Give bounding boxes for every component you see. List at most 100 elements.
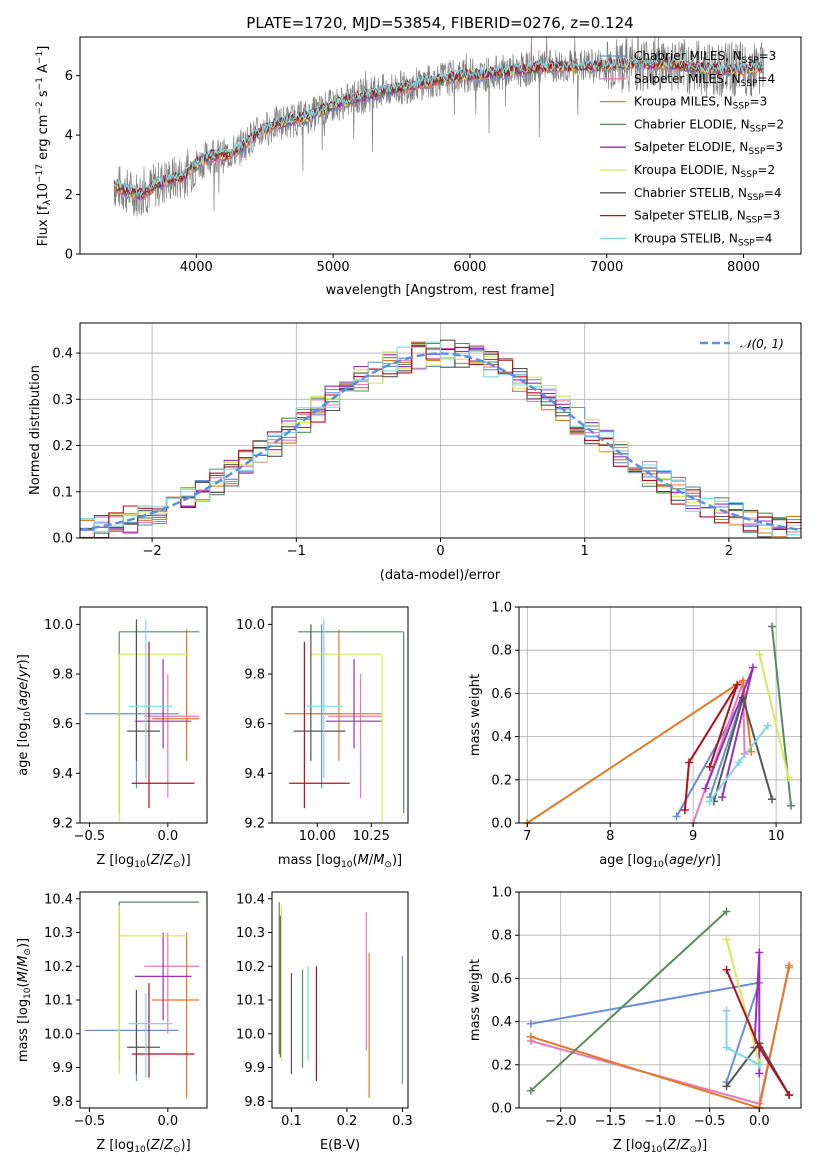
p3-ytick-label: 10.0: [44, 618, 73, 633]
p5-point-marker: [705, 762, 714, 771]
p1-xtick-label: 7000: [590, 260, 623, 275]
p5-point-marker: [705, 797, 714, 806]
p2-xtick-label: −2: [143, 544, 162, 559]
p1-xtick-label: 6000: [453, 260, 486, 275]
p8-xtick-label: 0.0: [749, 1114, 770, 1129]
p2-xtick-label: 2: [725, 544, 733, 559]
p5-point-marker: [701, 784, 710, 793]
p8-point-marker: [526, 1086, 535, 1095]
p3-ytick-label: 9.4: [52, 767, 73, 782]
p4-ytick-label: 9.8: [244, 668, 265, 683]
p2-xtick-label: 0: [436, 544, 444, 559]
p8-point-marker: [526, 1032, 535, 1041]
p2-xlabel: (data-model)/error: [380, 568, 501, 583]
p2-ytick-label: 0.0: [52, 532, 73, 547]
p1-model-line: [113, 55, 764, 196]
p5-point-marker: [767, 795, 776, 804]
p5-point-marker: [718, 793, 727, 802]
p8-point-marker: [722, 1043, 731, 1052]
p7-ytick-label: 10.1: [236, 994, 265, 1009]
p6-ytick-label: 10.1: [44, 994, 73, 1009]
p7-xtick-label: 0.2: [337, 1114, 358, 1129]
p5-point-marker: [738, 676, 747, 685]
p5-xtick-label: 7: [523, 829, 531, 844]
figure-layer: 4000 5000 6000 7000 8000 0 2 4 6 wavelength [Angs…: [16, 36, 802, 1155]
p5-xtick-label: 8: [606, 829, 614, 844]
p6-ylabel: mass [log10(M/M⊙)]: [16, 938, 33, 1062]
p8-point-marker: [785, 961, 794, 970]
p1-legend-label: Salpeter ELODIE, NSSP=3: [634, 140, 783, 157]
p1-ytick-label: 0: [65, 248, 73, 263]
p5-point-marker: [763, 721, 772, 730]
p6-ytick-label: 10.0: [44, 1027, 73, 1042]
p2-histogram-step: [80, 341, 801, 539]
p4-ytick-label: 9.6: [244, 717, 265, 732]
p5-xtick-label: 9: [689, 829, 697, 844]
p5-ylabel: mass weight: [468, 674, 483, 756]
p8-series-line: [725, 939, 761, 1063]
p5-ytick-label: 0.8: [491, 644, 512, 659]
p4-ytick-label: 10.0: [236, 618, 265, 633]
p2-ytick-label: 0.3: [52, 393, 73, 408]
p8-xtick-label: −1.5: [595, 1114, 627, 1129]
p5-point-marker: [748, 663, 757, 672]
p1-ytick-label: 2: [65, 188, 73, 203]
p8-point-marker: [722, 935, 731, 944]
p7-ytick-label: 9.9: [244, 1061, 265, 1076]
p5-ytick-label: 1.0: [491, 601, 512, 616]
p5-point-marker: [755, 650, 764, 659]
p8-xlabel: Z [log10(Z/Z⊙)]: [613, 1138, 707, 1155]
p5-point-marker: [787, 801, 796, 810]
p8-point-marker: [755, 1043, 764, 1052]
p1-legend-label: Kroupa MILES, NSSP=3: [634, 95, 767, 112]
p4-frame: [271, 606, 409, 824]
p1-xlabel: wavelength [Angstrom, rest frame]: [326, 283, 555, 298]
p2-ytick-label: 0.4: [52, 347, 73, 362]
p8-point-marker: [785, 1091, 794, 1100]
p8-point-marker: [722, 1082, 731, 1091]
p6-ytick-label: 10.3: [44, 926, 73, 941]
p1-model-line: [113, 55, 764, 198]
p8-point-marker: [722, 965, 731, 974]
p3-ytick-label: 9.8: [52, 668, 73, 683]
p8-series-line: [530, 981, 761, 1083]
p2-xtick-label: 1: [581, 544, 589, 559]
p8-point-marker: [755, 1069, 764, 1078]
p5-point-marker: [734, 758, 743, 767]
p6-ytick-label: 10.2: [44, 960, 73, 975]
p6-xtick-label: 0.0: [157, 1114, 178, 1129]
p7-ytick-label: 10.3: [236, 926, 265, 941]
p5-point-marker: [738, 693, 747, 702]
p8-point-marker: [755, 948, 764, 957]
p5-xtick-label: 10: [768, 829, 785, 844]
p4-ytick-label: 9.2: [244, 817, 265, 832]
p8-point-marker: [755, 1060, 764, 1069]
p1-ytick-label: 4: [65, 129, 73, 144]
p8-point-marker: [526, 1019, 535, 1028]
p1-frame: [79, 36, 802, 255]
p8-ytick-label: 0.2: [491, 1058, 512, 1073]
p6-ytick-label: 10.4: [44, 892, 73, 907]
p5-series-line: [758, 654, 790, 778]
p8-point-marker: [722, 1006, 731, 1015]
p1-xtick-label: 8000: [727, 260, 760, 275]
p7-ytick-label: 10.2: [236, 960, 265, 975]
p5-point-marker: [680, 806, 689, 815]
p8-xtick-label: −0.5: [694, 1114, 726, 1129]
p3-ytick-label: 9.2: [52, 817, 73, 832]
p1-legend-label: Chabrier ELODIE, NSSP=2: [634, 117, 784, 134]
p2-normal-curve: [79, 352, 802, 532]
p8-ylabel: mass weight: [468, 959, 483, 1041]
p8-xtick-label: −1.0: [644, 1114, 676, 1129]
p5-series-line: [683, 684, 739, 811]
p1-legend-label: Salpeter MILES, NSSP=4: [634, 72, 775, 89]
p1-xtick-label: 4000: [180, 260, 213, 275]
p4-xlabel: mass [log10(M/M⊙)]: [278, 853, 402, 870]
p3-frame: [79, 606, 208, 824]
p7-xtick-label: 0.1: [281, 1114, 302, 1129]
p6-xtick-label: −0.5: [74, 1114, 106, 1129]
p7-frame: [271, 891, 409, 1109]
p2-xtick-label: −1: [287, 544, 306, 559]
p8-point-marker: [722, 907, 731, 916]
